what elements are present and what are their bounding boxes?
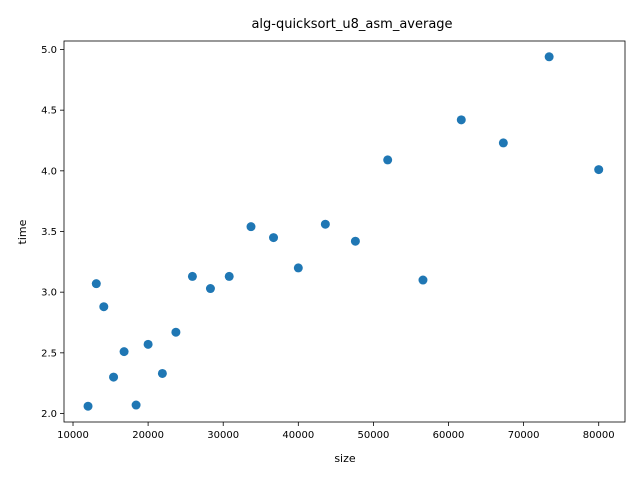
data-point (246, 222, 256, 232)
y-tick-label: 4.0 (41, 166, 57, 177)
x-tick-label: 70000 (508, 430, 540, 441)
y-tick-label: 3.5 (41, 227, 57, 238)
x-tick-label: 80000 (583, 430, 615, 441)
data-point (269, 233, 279, 243)
data-point (83, 401, 93, 411)
data-point (293, 263, 303, 273)
data-point (594, 165, 604, 175)
data-point (383, 155, 393, 165)
data-point (498, 138, 508, 148)
y-axis: 2.0 2.5 3.0 3.5 4.0 4.5 5.0 (41, 45, 64, 420)
data-point (187, 271, 197, 281)
x-tick-label: 20000 (132, 430, 164, 441)
y-tick-label: 2.5 (41, 348, 57, 359)
data-points (83, 52, 604, 411)
data-point (157, 368, 167, 378)
data-point (143, 339, 153, 349)
x-axis-label: size (334, 452, 356, 465)
y-axis-label: time (16, 219, 29, 244)
data-point (171, 327, 181, 337)
data-point (131, 400, 141, 410)
x-tick-label: 40000 (282, 430, 314, 441)
data-point (456, 115, 466, 125)
y-tick-label: 3.0 (41, 288, 57, 299)
x-tick-label: 50000 (358, 430, 390, 441)
x-tick-label: 30000 (207, 430, 239, 441)
data-point (320, 219, 330, 229)
data-point (224, 271, 234, 281)
y-tick-label: 4.5 (41, 106, 57, 117)
x-tick-label: 10000 (57, 430, 89, 441)
x-axis: 10000 20000 30000 40000 50000 60000 70000 80000 (57, 422, 615, 441)
data-point (544, 52, 554, 62)
y-tick-label: 5.0 (41, 45, 57, 56)
data-point (91, 279, 101, 289)
data-point (418, 275, 428, 285)
data-point (205, 284, 215, 294)
y-tick-label: 2.0 (41, 409, 57, 420)
x-tick-label: 60000 (433, 430, 465, 441)
data-point (99, 302, 109, 312)
data-point (119, 347, 129, 357)
chart-title: alg-quicksort_u8_asm_average (251, 17, 452, 32)
data-point (109, 372, 119, 382)
data-point (350, 236, 360, 246)
